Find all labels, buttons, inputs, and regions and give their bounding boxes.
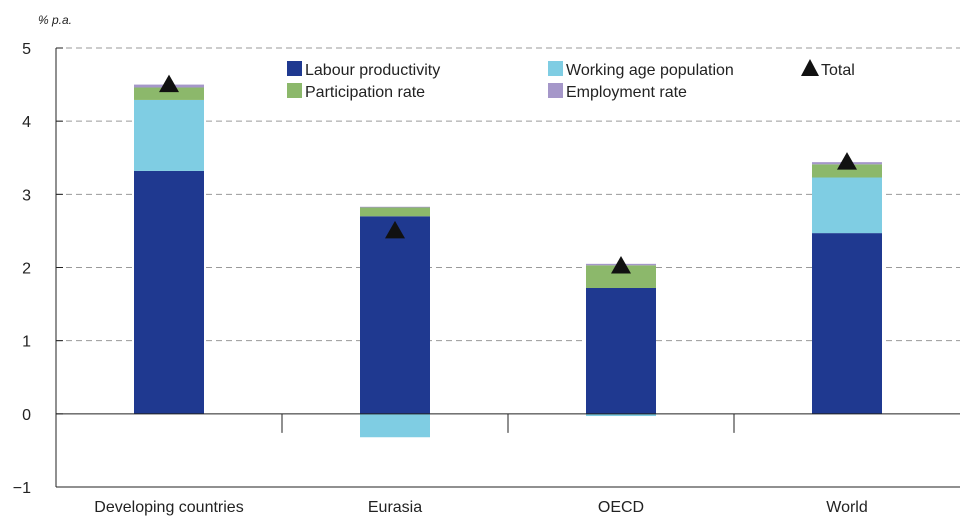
- bar-segment-participation-rate: [360, 207, 430, 217]
- bar-segment-employment-rate: [360, 206, 430, 208]
- bar-segment-participation-rate: [134, 87, 204, 100]
- total-marker: [611, 256, 631, 274]
- x-category-label: OECD: [598, 499, 644, 516]
- legend-total-marker: [801, 59, 819, 76]
- y-axis-unit-label: % p.a.: [38, 13, 72, 27]
- y-tick-label: 5: [22, 41, 31, 58]
- bar-segment-working-age-population: [360, 413, 430, 438]
- y-tick-label: 0: [22, 407, 31, 424]
- y-tick-label: 3: [22, 187, 31, 204]
- bar-segment-working-age-population: [586, 413, 656, 417]
- axis-layer: −1 0 1 2 3 4 5 % p.a. Developing countries Eurasi…: [13, 13, 960, 516]
- total-markers-layer: [159, 74, 857, 274]
- legend-label: Participation rate: [305, 84, 425, 101]
- bar-segment-working-age-population: [134, 99, 204, 171]
- bar-segment-labour-productivity: [812, 233, 882, 414]
- total-marker: [385, 220, 405, 239]
- x-category-label: Developing countries: [94, 499, 243, 516]
- bars-layer: [134, 84, 882, 438]
- legend-swatch-employment-rate: [548, 83, 563, 98]
- x-category-label: Eurasia: [368, 499, 422, 516]
- bar-segment-participation-rate: [812, 164, 882, 178]
- total-marker: [837, 152, 857, 170]
- y-tick-label: 4: [22, 114, 31, 131]
- legend: Labour productivity Working age populatio…: [287, 59, 855, 101]
- legend-swatch-labour-productivity: [287, 61, 302, 76]
- legend-label: Working age population: [566, 62, 734, 79]
- legend-label: Total: [821, 62, 855, 79]
- total-marker: [159, 74, 179, 93]
- legend-swatch-working-age-population: [548, 61, 563, 76]
- bar-segment-participation-rate: [586, 265, 656, 288]
- bar-segment-working-age-population: [812, 177, 882, 234]
- x-category-label: World: [826, 499, 868, 516]
- y-tick-label: −1: [13, 480, 31, 497]
- y-tick-label: 2: [22, 261, 31, 278]
- bar-segment-labour-productivity: [360, 216, 430, 414]
- legend-label: Labour productivity: [305, 62, 440, 79]
- bar-segment-labour-productivity: [586, 287, 656, 414]
- grid-layer: [56, 47, 960, 342]
- bar-segment-labour-productivity: [134, 170, 204, 414]
- legend-label: Employment rate: [566, 84, 687, 101]
- y-tick-label: 1: [22, 334, 31, 351]
- legend-swatch-participation-rate: [287, 83, 302, 98]
